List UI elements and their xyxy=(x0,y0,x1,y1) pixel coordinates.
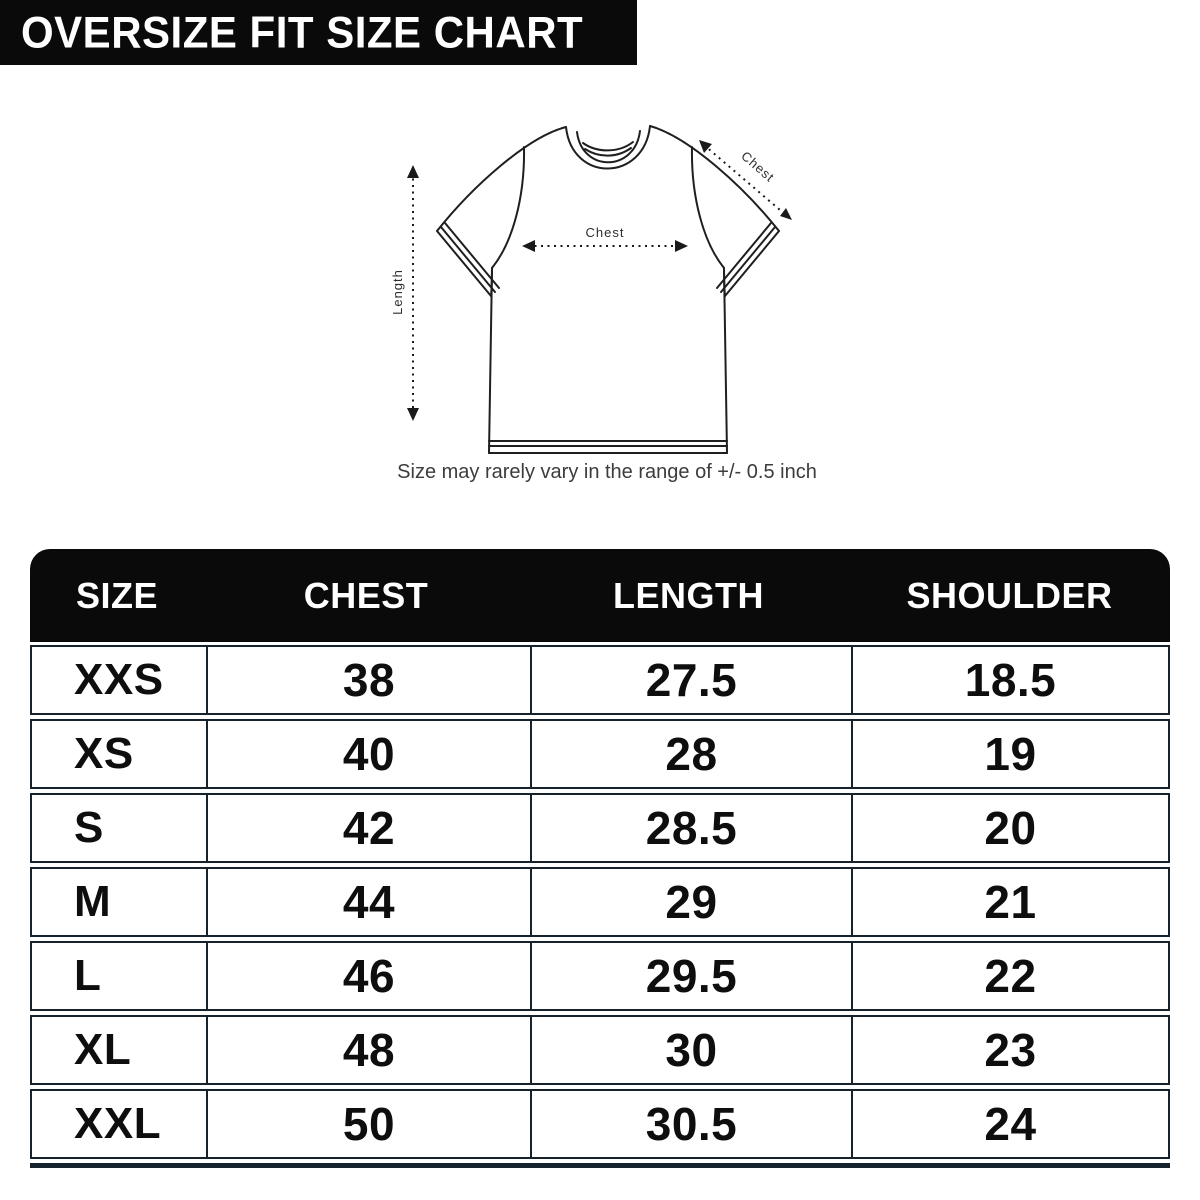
chest-arrow-label: Chest xyxy=(586,225,625,240)
column-header-shoulder: SHOULDER xyxy=(906,574,1113,616)
size-cell: XS xyxy=(74,729,134,778)
table-row: XS 40 28 19 xyxy=(30,719,1170,789)
shoulder-cell: 21 xyxy=(851,869,1168,935)
chest-cell: 48 xyxy=(206,1017,530,1083)
table-header: SIZE CHEST LENGTH SHOULDER xyxy=(30,549,1170,642)
chest-cell: 40 xyxy=(206,721,530,787)
size-chart-table: SIZE CHEST LENGTH SHOULDER XXS 38 27.5 1… xyxy=(30,549,1170,1168)
length-cell: 28 xyxy=(530,721,851,787)
size-cell: XL xyxy=(74,1025,132,1074)
size-cell: XXS xyxy=(74,655,164,704)
page-title: OVERSIZE FIT SIZE CHART xyxy=(21,7,584,57)
length-cell: 28.5 xyxy=(530,795,851,861)
chest-cell: 42 xyxy=(206,795,530,861)
length-cell: 27.5 xyxy=(530,647,851,713)
shoulder-cell: 22 xyxy=(851,943,1168,1009)
chest-cell: 46 xyxy=(206,943,530,1009)
chest-cell: 50 xyxy=(206,1091,530,1157)
shoulder-cell: 20 xyxy=(851,795,1168,861)
size-cell: S xyxy=(74,803,104,852)
column-header-size: SIZE xyxy=(75,574,158,616)
column-header-chest: CHEST xyxy=(303,574,429,616)
table-body: XXS 38 27.5 18.5 XS 40 28 19 S 42 28.5 2… xyxy=(30,645,1170,1159)
column-header-length: LENGTH xyxy=(613,574,764,616)
table-row: XXS 38 27.5 18.5 xyxy=(30,645,1170,715)
length-cell: 30.5 xyxy=(530,1091,851,1157)
size-cell: L xyxy=(74,951,102,1000)
size-cell: XXL xyxy=(74,1099,162,1148)
chest-cell: 44 xyxy=(206,869,530,935)
chest-cell: 38 xyxy=(206,647,530,713)
length-cell: 30 xyxy=(530,1017,851,1083)
shoulder-cell: 19 xyxy=(851,721,1168,787)
chest-arrow xyxy=(522,240,688,252)
table-bottom-rule xyxy=(30,1163,1170,1168)
shoulder-diagonal-arrow xyxy=(699,140,792,220)
length-cell: 29 xyxy=(530,869,851,935)
size-cell: M xyxy=(74,877,112,926)
size-variance-note: Size may rarely vary in the range of +/-… xyxy=(397,461,817,483)
shoulder-cell: 24 xyxy=(851,1091,1168,1157)
title-bar: OVERSIZE FIT SIZE CHART xyxy=(0,0,637,65)
table-row: L 46 29.5 22 xyxy=(30,941,1170,1011)
tshirt-outline xyxy=(436,125,780,454)
length-arrow-label: Length xyxy=(390,269,405,315)
shoulder-cell: 23 xyxy=(851,1017,1168,1083)
shoulder-cell: 18.5 xyxy=(851,647,1168,713)
tshirt-measurement-diagram: Chest Length Chest xyxy=(390,125,792,454)
length-arrow xyxy=(407,165,419,421)
table-row: XL 48 30 23 xyxy=(30,1015,1170,1085)
table-row: XXL 50 30.5 24 xyxy=(30,1089,1170,1159)
table-row: M 44 29 21 xyxy=(30,867,1170,937)
table-row: S 42 28.5 20 xyxy=(30,793,1170,863)
length-cell: 29.5 xyxy=(530,943,851,1009)
